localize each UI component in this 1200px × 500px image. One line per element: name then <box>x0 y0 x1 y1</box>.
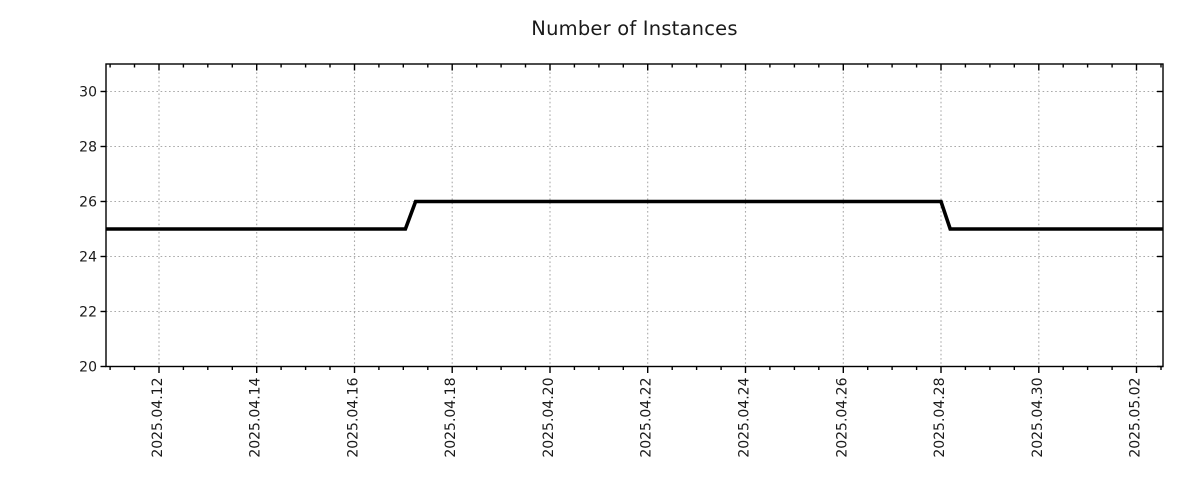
y-tick-label: 22 <box>79 304 97 320</box>
series-line <box>106 199 1163 231</box>
x-tick-label: 2025.04.16 <box>346 377 362 457</box>
x-tick-label: 2025.04.22 <box>639 378 655 458</box>
x-tick-label: 2025.04.24 <box>737 377 753 457</box>
x-tick-label: 2025.04.30 <box>1030 378 1046 458</box>
y-tick-label: 30 <box>79 84 97 100</box>
x-tick-label: 2025.04.26 <box>834 377 850 457</box>
plot-border <box>105 63 1164 368</box>
y-tick-label: 20 <box>79 359 97 375</box>
y-tick-label: 28 <box>79 139 97 155</box>
chart-title: Number of Instances <box>531 17 738 40</box>
y-tick-label: 24 <box>79 249 97 265</box>
x-tick-label: 2025.04.12 <box>150 378 166 458</box>
x-tick-label: 2025.04.20 <box>541 378 557 458</box>
y-tick-label: 26 <box>79 194 97 210</box>
x-tick-label: 2025.04.18 <box>443 378 459 458</box>
x-tick-label: 2025.04.28 <box>932 378 948 458</box>
x-tick-label: 2025.04.14 <box>248 377 264 457</box>
x-tick-label: 2025.05.02 <box>1128 378 1144 458</box>
